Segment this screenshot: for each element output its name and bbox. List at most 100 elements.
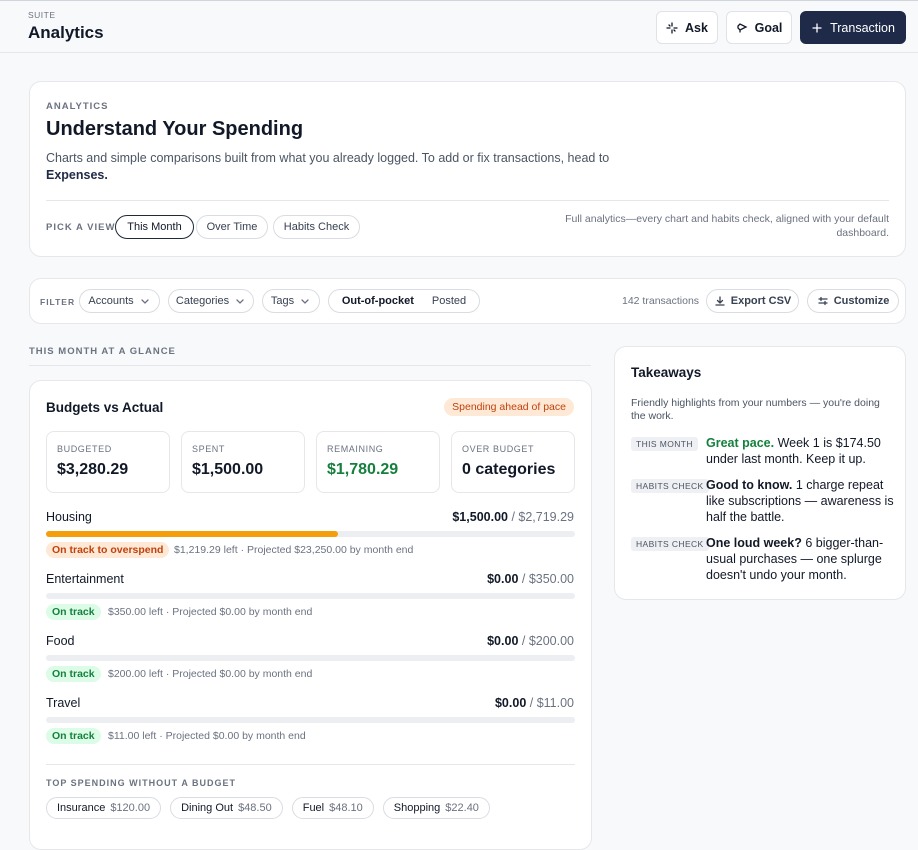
takeaways-card: Takeaways Friendly highlights from your n… — [614, 346, 906, 600]
category-name: Housing — [46, 510, 92, 524]
category-amount: $1,500.00 / $2,719.29 — [452, 510, 574, 524]
pill-name: Dining Out — [181, 802, 234, 814]
filter-dropdown[interactable]: Accounts — [79, 289, 160, 313]
left-amount: $350.00 left — [108, 606, 163, 618]
button-label: Transaction — [830, 20, 895, 35]
takeaway-tag: HABITS CHECK — [631, 479, 709, 493]
stat-value: $1,500.00 — [192, 461, 264, 478]
takeaways-description: Friendly highlights from your numbers — … — [631, 397, 880, 422]
spent-amount: $1,500.00 — [452, 510, 508, 524]
toggle-option[interactable]: Out-of-pocket — [341, 295, 414, 307]
icon — [812, 22, 822, 33]
transaction-count: 142 transactions — [622, 295, 700, 307]
takeaway-lead: One loud week? — [706, 536, 802, 550]
takeaway-text: Good to know. 1 charge repeat like subsc… — [706, 477, 894, 525]
expenses-link[interactable]: Expenses. — [46, 168, 108, 182]
icon — [236, 299, 244, 304]
icon — [736, 22, 748, 33]
spent-amount: $0.00 — [487, 572, 519, 586]
takeaway-tag: THIS MONTH — [631, 437, 698, 451]
budget-amount: $200.00 — [528, 634, 574, 648]
action-label: Customize — [833, 295, 890, 307]
stat-label: REMAINING — [327, 444, 384, 454]
unbudgeted-pill[interactable]: Shopping $22.40 — [382, 797, 490, 819]
stat-box: OVER BUDGET 0 categories — [451, 431, 575, 493]
unbudgeted-pill[interactable]: Insurance $120.00 — [46, 797, 162, 819]
view-pill[interactable]: Over Time — [196, 215, 268, 239]
takeaway-lead: Great pace. — [706, 436, 775, 450]
progress-track — [46, 593, 575, 599]
projection: · Projected $0.00 by month end — [165, 606, 313, 618]
card-title: Takeaways — [631, 365, 702, 380]
divider — [46, 200, 889, 201]
stat-label: SPENT — [192, 444, 226, 454]
pill-name: Shopping — [393, 802, 441, 814]
view-label: PICK A VIEW — [46, 222, 116, 233]
unbudgeted-pill[interactable]: Dining Out $48.50 — [170, 797, 283, 819]
header-button[interactable]: Goal — [726, 11, 792, 44]
stat-box: BUDGETED $3,280.29 — [46, 431, 170, 493]
status-badge: On track to overspend — [46, 542, 170, 558]
view-pill[interactable]: Habits Check — [273, 215, 360, 239]
toggle-group: Out-of-pocket Posted — [328, 289, 480, 313]
budget-amount: $11.00 — [536, 696, 574, 710]
category-amount: $0.00 / $11.00 — [494, 696, 574, 710]
progress-track — [46, 655, 575, 661]
section-rule — [29, 365, 591, 366]
category-amount: $0.00 / $350.00 — [487, 572, 574, 586]
pill-amount: $48.50 — [238, 802, 272, 814]
filter-action[interactable]: Export CSV — [706, 289, 799, 313]
pace-badge: Spending ahead of pace — [444, 398, 574, 416]
filter-dropdown[interactable]: Tags — [262, 289, 320, 313]
pill-amount: $48.10 — [329, 802, 363, 814]
toggle-option[interactable]: Posted — [431, 295, 467, 307]
icon — [301, 299, 309, 304]
filter-dropdown[interactable]: Categories — [168, 289, 254, 313]
stat-value: 0 categories — [462, 461, 556, 478]
stat-box: SPENT $1,500.00 — [181, 431, 305, 493]
section-title: THIS MONTH AT A GLANCE — [29, 346, 176, 357]
takeaway-text: Great pace. Week 1 is $174.50 under last… — [706, 435, 894, 467]
header-button[interactable]: Ask — [656, 11, 718, 44]
unbudgeted-pill[interactable]: Fuel $48.10 — [291, 797, 374, 819]
action-label: Export CSV — [730, 295, 792, 307]
category-name: Food — [46, 634, 75, 648]
pill-name: Insurance — [57, 802, 106, 814]
stat-box: REMAINING $1,780.29 — [316, 431, 440, 493]
category-name: Travel — [46, 696, 81, 710]
view-pill[interactable]: This Month — [115, 215, 194, 239]
takeaway-body: 1 charge repeat like subscriptions — awa… — [706, 478, 894, 524]
filter-action[interactable]: Customize — [807, 289, 899, 313]
budget-amount: $2,719.29 — [518, 510, 574, 524]
progress-fill — [46, 531, 338, 537]
top-bar: SUITE Analytics Ask Goal Transaction — [0, 0, 918, 53]
dropdown-label: Accounts — [88, 295, 134, 307]
stat-value: $1,780.29 — [327, 461, 399, 478]
filter-label: FILTER — [40, 297, 76, 307]
spent-amount: $0.00 — [487, 634, 519, 648]
stat-label: BUDGETED — [57, 444, 112, 454]
icon — [715, 296, 725, 306]
pill-amount: $22.40 — [445, 802, 479, 814]
left-amount: $200.00 left — [108, 668, 163, 680]
stat-label: OVER BUDGET — [462, 444, 535, 454]
header-button[interactable]: Transaction — [800, 11, 906, 44]
divider — [46, 764, 575, 765]
category-meta: $200.00 left · Projected $0.00 by month … — [108, 668, 312, 680]
category-meta: $11.00 left · Projected $0.00 by month e… — [108, 730, 306, 742]
intro-title: Understand Your Spending — [46, 118, 304, 140]
intro-card: ANALYTICS Understand Your Spending Charts … — [29, 81, 906, 257]
filter-card: FILTER Accounts Categories Tags Out-of-pocke… — [29, 278, 906, 324]
stat-value: $3,280.29 — [57, 461, 129, 478]
intro-description: Charts and simple comparisons built from… — [46, 150, 616, 184]
takeaway-body: Week 1 is $174.50 under last month. Keep… — [706, 436, 881, 466]
category-meta: $350.00 left · Projected $0.00 by month … — [108, 606, 312, 618]
projection: · Projected $23,250.00 by month end — [240, 544, 414, 556]
eyebrow: ANALYTICS — [46, 101, 109, 112]
icon — [140, 299, 149, 304]
takeaway-text: One loud week? 6 bigger-than-usual purch… — [706, 535, 894, 583]
category-meta: $1,219.29 left · Projected $23,250.00 by… — [174, 544, 413, 556]
dropdown-label: Tags — [270, 295, 295, 307]
category-name: Entertainment — [46, 572, 124, 586]
